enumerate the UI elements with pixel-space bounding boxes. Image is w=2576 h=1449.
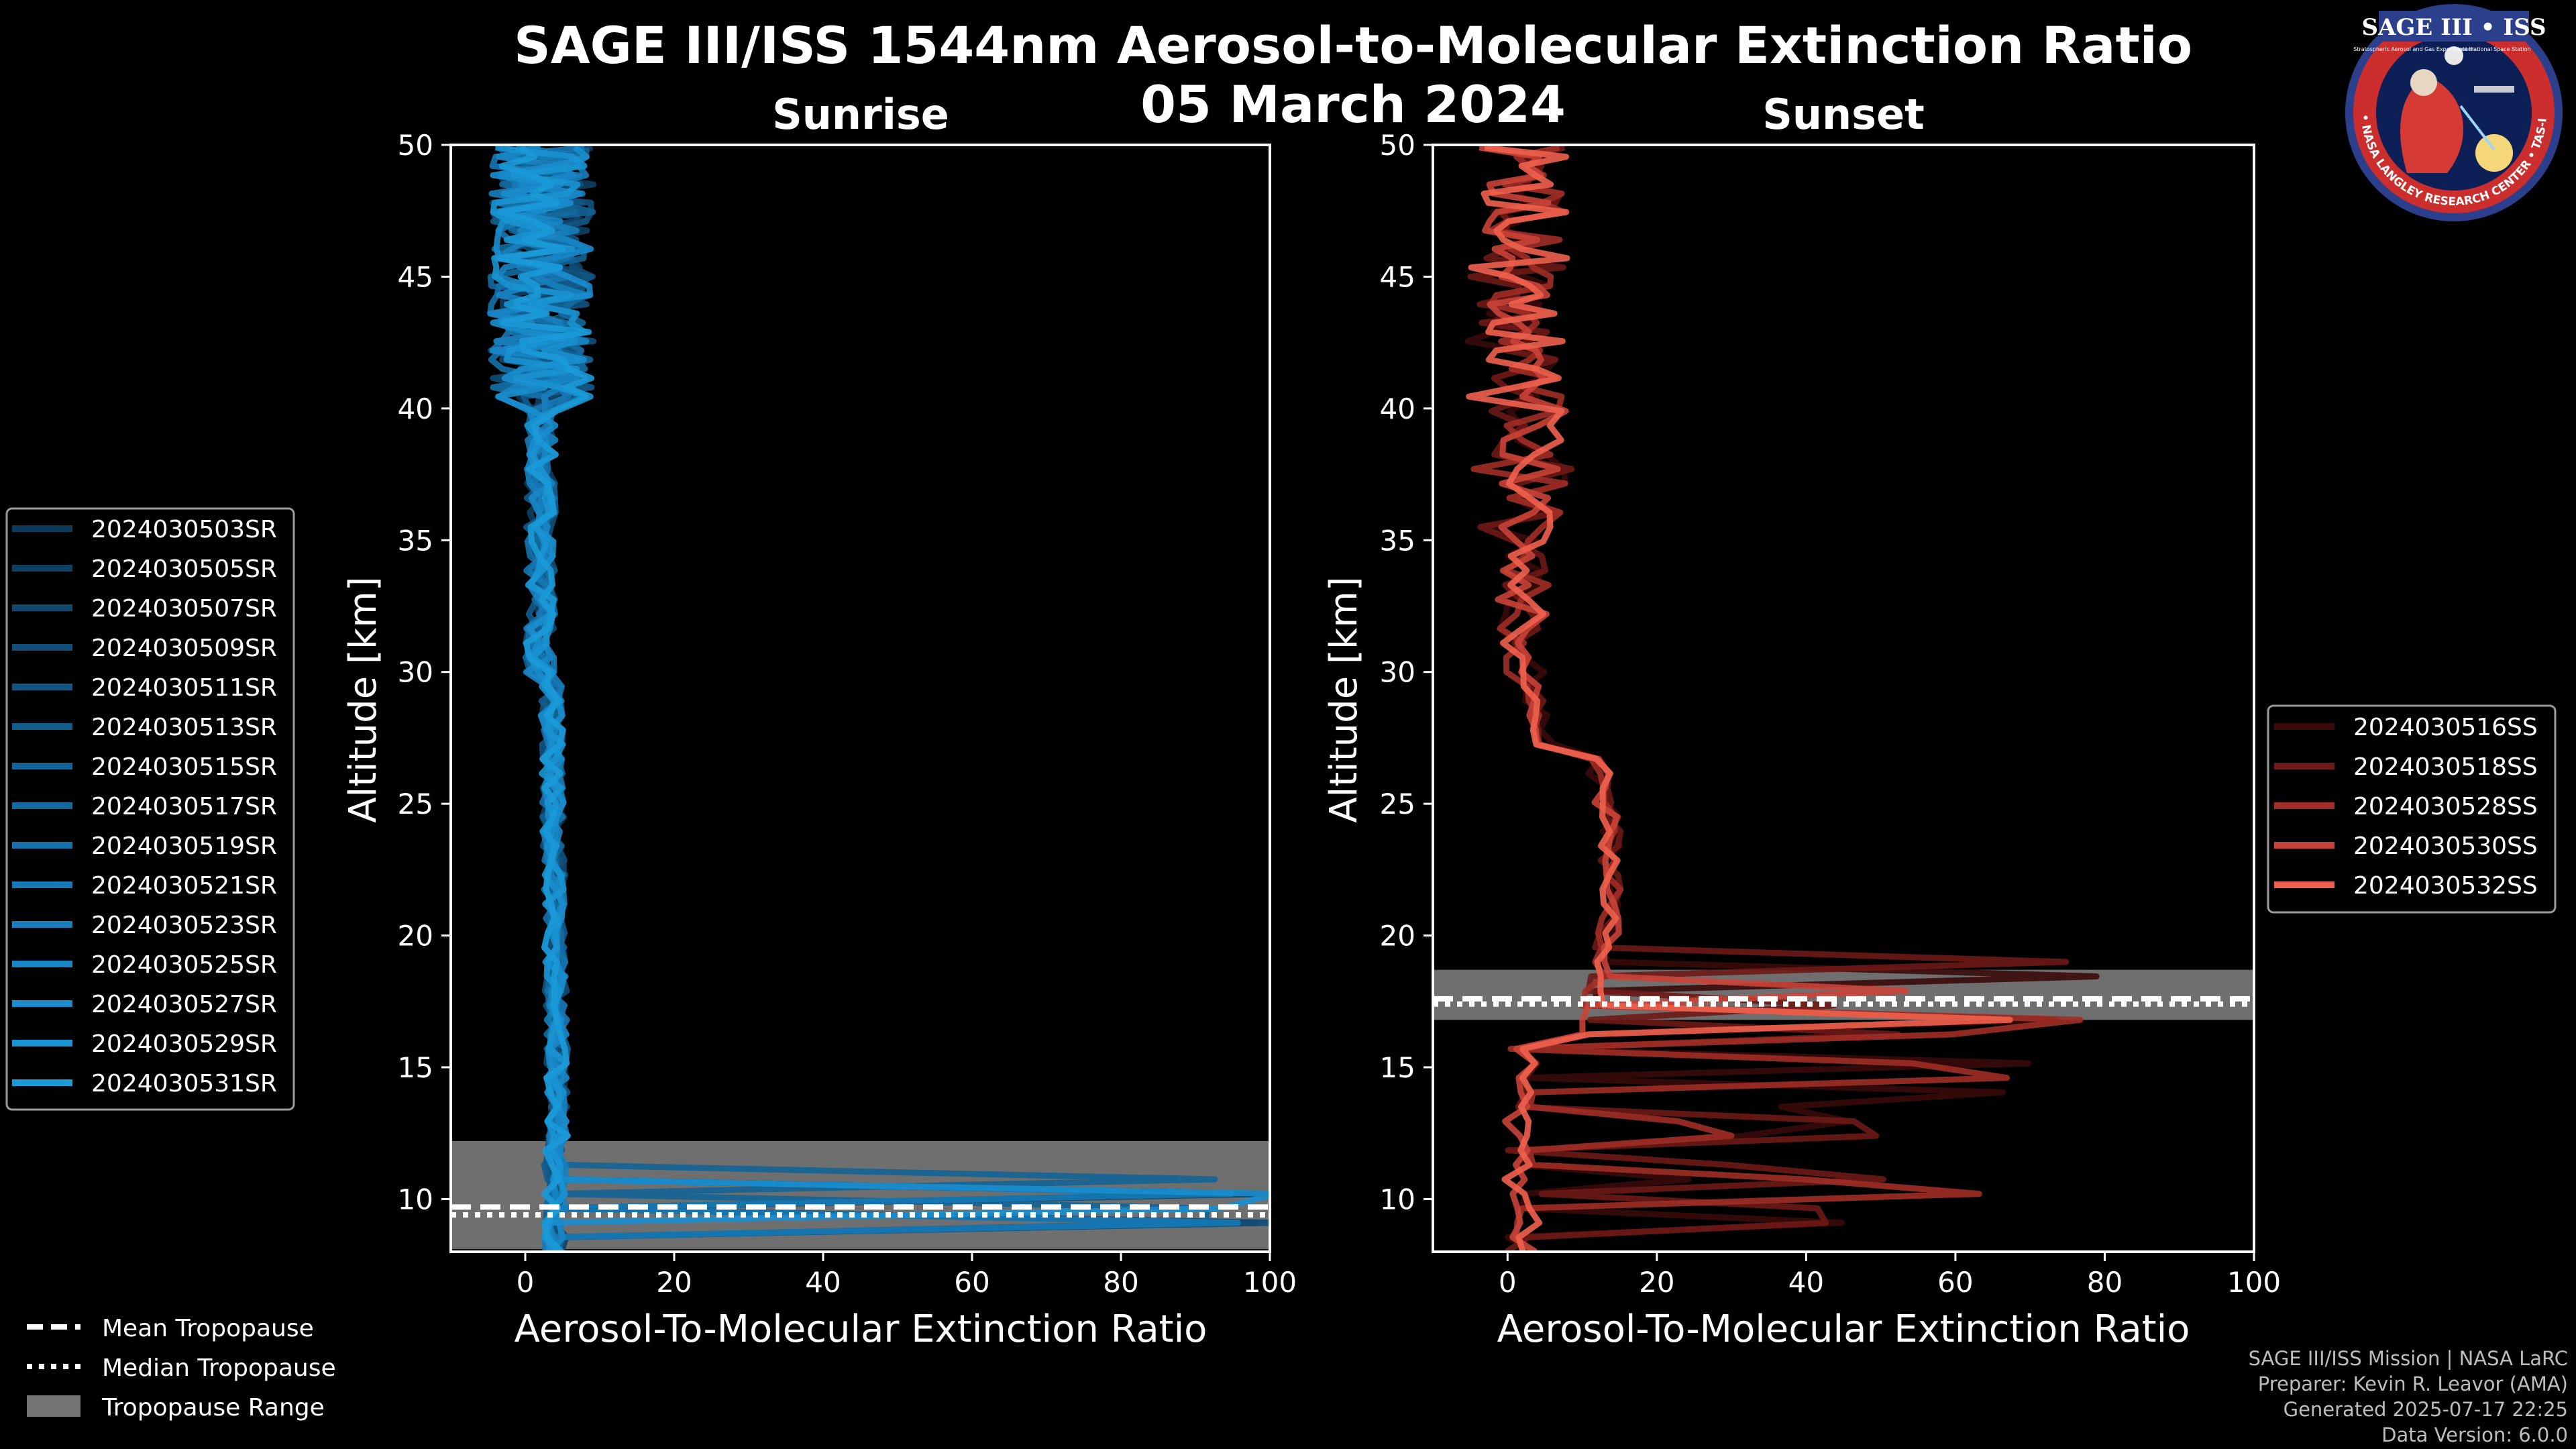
- sunset-panel-title: Sunset: [1762, 90, 1925, 139]
- x-tick-label: 40: [1788, 1266, 1824, 1299]
- x-tick-label: 40: [805, 1266, 841, 1299]
- y-tick-label: 20: [1380, 920, 1415, 953]
- sunset-x-label: Aerosol-To-Molecular Extinction Ratio: [1497, 1307, 2190, 1351]
- sunset-plot-frame: [1432, 144, 2255, 1253]
- legend-entry: 2024030521SR: [91, 872, 277, 900]
- x-tick-label: 60: [954, 1266, 989, 1299]
- sage-iss-logo: SAGE III • ISS Stratospheric Aerosol and…: [2345, 4, 2563, 221]
- x-tick-label: 100: [1243, 1266, 1297, 1299]
- legend-entry: 2024030531SR: [91, 1070, 277, 1097]
- range-tropopause-legend-label: Tropopause Range: [101, 1394, 325, 1421]
- sunrise-profiles: [487, 145, 1270, 1252]
- y-tick-label: 40: [398, 392, 433, 425]
- sunrise-y-axis: 10 15 20 25 30 35 40 45 50: [398, 129, 451, 1216]
- y-tick-label: 50: [1380, 129, 1415, 162]
- y-tick-label: 15: [1380, 1051, 1415, 1084]
- y-tick-label: 15: [398, 1051, 433, 1084]
- sunset-x-axis: 0 20 40 60 80 100: [1499, 1252, 2281, 1299]
- x-tick-label: 80: [1103, 1266, 1138, 1299]
- legend-entry: 2024030505SR: [91, 555, 277, 583]
- sunrise-y-label: Altitude [km]: [341, 576, 385, 822]
- y-tick-label: 30: [398, 656, 433, 689]
- legend-entry: 2024030518SS: [2353, 753, 2538, 781]
- sunset-y-axis: 10 15 20 25 30 35 40 45 50: [1380, 129, 1433, 1216]
- sunset-profiles: [1464, 145, 2100, 1252]
- scientist-icon: [2410, 69, 2437, 96]
- x-tick-label: 20: [1639, 1266, 1674, 1299]
- y-tick-label: 50: [398, 129, 433, 162]
- sunrise-panel-title: Sunrise: [772, 90, 949, 139]
- mean-tropopause-legend-label: Mean Tropopause: [102, 1315, 314, 1342]
- legend-entry: 2024030509SR: [91, 635, 277, 662]
- median-tropopause-legend-label: Median Tropopause: [102, 1354, 336, 1382]
- sunrise-plot-frame: [449, 144, 1271, 1253]
- legend-entry: 2024030525SR: [91, 951, 277, 979]
- y-tick-label: 25: [1380, 788, 1415, 820]
- x-tick-label: 20: [656, 1266, 692, 1299]
- sunset-legend: 2024030516SS 2024030518SS 2024030528SS 2024…: [2267, 704, 2557, 914]
- tropopause-legend: Mean Tropopause Median Tropopause Tropop…: [27, 1315, 336, 1421]
- sunset-y-label: Altitude [km]: [1322, 576, 1366, 822]
- sunset-chart: 0 20 40 60 80 100 10 15 20 25 30 35 40 45 50 Aerosol-…: [1322, 129, 2281, 1351]
- legend-entry: 2024030517SR: [91, 793, 277, 820]
- legend-entry: 2024030519SR: [91, 833, 277, 860]
- y-tick-label: 40: [1380, 392, 1415, 425]
- footer-mission: SAGE III/ISS Mission | NASA LaRC: [2249, 1347, 2568, 1370]
- legend-entry: 2024030529SR: [91, 1030, 277, 1058]
- legend-entry: 2024030516SS: [2353, 714, 2538, 741]
- y-tick-label: 45: [398, 260, 433, 293]
- y-tick-label: 30: [1380, 656, 1415, 689]
- sunrise-chart: 0 20 40 60 80 100 10 15 20 25 30 35 40 45 50 Aerosol-…: [341, 129, 1297, 1351]
- logo-sub-right: International Space Station: [2458, 46, 2531, 52]
- y-tick-label: 35: [398, 524, 433, 557]
- x-tick-label: 0: [1499, 1266, 1517, 1299]
- legend-entry: 2024030528SS: [2353, 793, 2538, 820]
- sunrise-x-label: Aerosol-To-Molecular Extinction Ratio: [515, 1307, 1208, 1351]
- x-tick-label: 0: [517, 1266, 535, 1299]
- x-tick-label: 80: [2087, 1266, 2123, 1299]
- y-tick-label: 35: [1380, 524, 1415, 557]
- footer-generated: Generated 2025-07-17 22:25: [2284, 1398, 2568, 1421]
- y-tick-label: 10: [398, 1183, 433, 1216]
- legend-entry: 2024030503SR: [91, 516, 277, 543]
- legend-entry: 2024030513SR: [91, 714, 277, 741]
- logo-title: SAGE III • ISS: [2361, 14, 2546, 41]
- logo-sub-left: Stratospheric Aerosol and Gas Experiment…: [2353, 46, 2473, 52]
- footer-preparer: Preparer: Kevin R. Leavor (AMA): [2258, 1373, 2568, 1395]
- x-tick-label: 100: [2227, 1266, 2281, 1299]
- x-tick-label: 60: [1937, 1266, 1973, 1299]
- figure-title: SAGE III/ISS 1544nm Aerosol-to-Molecular…: [514, 15, 2192, 75]
- y-tick-label: 20: [398, 920, 433, 953]
- footer-version: Data Version: 6.0.0: [2381, 1424, 2568, 1446]
- y-tick-label: 25: [398, 788, 433, 820]
- legend-entry: 2024030530SS: [2353, 833, 2538, 860]
- sunrise-x-axis: 0 20 40 60 80 100: [517, 1252, 1297, 1299]
- y-tick-label: 10: [1380, 1183, 1415, 1216]
- profile-line-2024030532SS: [1466, 145, 2013, 1252]
- moon-icon: [2445, 46, 2463, 65]
- sunrise-legend: 2024030503SR 2024030505SR 2024030507SR 2024…: [5, 507, 295, 1111]
- profile-line-2024030531SR: [497, 145, 594, 1252]
- legend-entry: 2024030515SR: [91, 753, 277, 781]
- sun-icon: [2475, 134, 2513, 172]
- y-tick-label: 45: [1380, 260, 1415, 293]
- legend-entry: 2024030507SR: [91, 595, 277, 623]
- figure-date: 05 March 2024: [1140, 74, 1566, 134]
- profile-line-2024030528SS: [1470, 145, 2084, 1252]
- footer-credits: SAGE III/ISS Mission | NASA LaRC Prepare…: [2249, 1347, 2568, 1446]
- legend-entry: 2024030511SR: [91, 674, 277, 702]
- legend-entry: 2024030527SR: [91, 991, 277, 1018]
- iss-icon: [2474, 86, 2514, 93]
- legend-entry: 2024030523SR: [91, 912, 277, 939]
- legend-entry: 2024030532SS: [2353, 872, 2538, 900]
